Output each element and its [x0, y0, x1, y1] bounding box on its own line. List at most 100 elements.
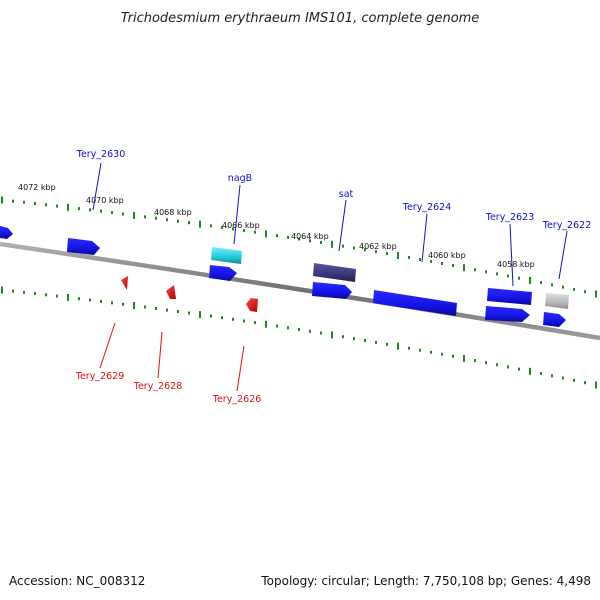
minor-tick	[551, 283, 553, 287]
gene-label[interactable]: Tery_2626	[212, 394, 262, 405]
gene-label[interactable]: Tery_2628	[133, 381, 183, 392]
gene-gray[interactable]	[545, 293, 569, 309]
genome-backbone	[0, 241, 600, 341]
minor-tick	[496, 272, 498, 276]
gene-arrow[interactable]	[67, 238, 100, 255]
minor-tick	[342, 335, 344, 339]
major-tick	[133, 302, 135, 310]
major-tick	[265, 230, 267, 238]
minor-tick	[243, 319, 245, 323]
scale-label: 4070 kbp	[86, 196, 124, 205]
scale-label: 4068 kbp	[154, 208, 192, 217]
minor-tick	[584, 381, 586, 385]
major-tick	[397, 342, 399, 350]
minor-tick	[507, 365, 509, 369]
gene-label[interactable]: Tery_2629	[75, 371, 125, 382]
gene-sat[interactable]	[313, 263, 356, 282]
minor-tick	[232, 227, 234, 231]
inner-forward-features	[67, 238, 566, 327]
major-tick	[133, 211, 135, 219]
minor-tick	[507, 274, 509, 278]
minor-tick	[12, 199, 14, 203]
reverse-features	[121, 276, 258, 312]
minor-tick	[100, 299, 102, 303]
minor-tick	[408, 256, 410, 259]
gene-Tery_2623-upper[interactable]	[487, 288, 532, 305]
gene-label[interactable]: Tery_2624	[402, 202, 452, 213]
scale-label: 4072 kbp	[18, 183, 56, 192]
gene-Tery_2626[interactable]	[246, 298, 258, 312]
gene-Tery_2624[interactable]	[373, 290, 457, 316]
minor-tick	[353, 337, 355, 341]
gene-arrow[interactable]	[312, 282, 352, 299]
minor-tick	[155, 216, 157, 220]
scale-labels: 4072 kbp 4070 kbp 4068 kbp 4066 kbp 4064…	[18, 183, 535, 269]
major-tick	[1, 286, 3, 294]
gene-label[interactable]: Tery_2630	[76, 149, 126, 160]
minor-tick	[419, 348, 421, 352]
minor-tick	[441, 262, 443, 265]
gene-arrow[interactable]	[0, 226, 13, 239]
minor-tick	[56, 204, 58, 208]
minor-tick	[518, 367, 520, 371]
minor-tick	[78, 207, 80, 211]
outer-features	[0, 226, 569, 309]
minor-tick	[485, 270, 487, 274]
minor-tick	[177, 219, 179, 223]
minor-tick	[254, 230, 256, 234]
minor-tick	[364, 339, 366, 342]
gene-Tery_2622[interactable]	[543, 312, 566, 327]
minor-tick	[45, 293, 47, 297]
gene-Tery_2628[interactable]	[166, 285, 176, 299]
minor-tick	[276, 324, 278, 328]
minor-tick	[188, 221, 190, 225]
gene-Tery_2629[interactable]	[121, 276, 128, 290]
minor-tick	[276, 234, 278, 238]
major-tick	[67, 293, 69, 301]
minor-tick	[430, 350, 432, 354]
minor-tick	[12, 289, 14, 293]
gene-label[interactable]: nagB	[228, 173, 252, 184]
gene-labels: Tery_2630 nagB sat Tery_2624 Tery_2623 T…	[75, 149, 592, 405]
gene-label[interactable]: Tery_2622	[542, 220, 592, 231]
gene-Tery_2623[interactable]	[485, 306, 530, 322]
minor-tick	[254, 321, 256, 325]
minor-tick	[540, 281, 542, 285]
major-tick	[265, 320, 267, 328]
minor-tick	[353, 246, 355, 250]
minor-tick	[188, 311, 190, 315]
gene-arrow[interactable]	[209, 265, 237, 281]
minor-tick	[243, 229, 245, 233]
minor-tick	[518, 276, 520, 280]
minor-tick	[573, 378, 575, 382]
label-connectors	[92, 162, 568, 392]
major-tick	[595, 381, 597, 389]
minor-tick	[474, 268, 476, 272]
minor-tick	[34, 202, 36, 205]
label-line	[99, 322, 116, 369]
inner-tick-ring	[1, 286, 597, 389]
label-line	[92, 162, 102, 211]
gene-nagB[interactable]	[211, 247, 242, 264]
minor-tick	[562, 285, 564, 289]
outer-tick-ring	[1, 196, 597, 298]
minor-tick	[298, 237, 300, 241]
minor-tick	[23, 200, 25, 204]
minor-tick	[441, 352, 443, 356]
minor-tick	[375, 250, 377, 254]
gene-label[interactable]: sat	[339, 189, 354, 200]
minor-tick	[210, 314, 212, 318]
minor-tick	[551, 374, 553, 378]
minor-tick	[496, 363, 498, 367]
minor-tick	[56, 294, 58, 298]
major-tick	[397, 252, 399, 260]
minor-tick	[309, 329, 311, 333]
minor-tick	[122, 212, 124, 216]
major-tick	[199, 220, 201, 228]
minor-tick	[287, 235, 289, 239]
minor-tick	[45, 203, 47, 207]
gene-label[interactable]: Tery_2623	[485, 212, 535, 223]
major-tick	[331, 331, 333, 339]
label-line	[421, 213, 428, 263]
minor-tick	[386, 252, 388, 256]
